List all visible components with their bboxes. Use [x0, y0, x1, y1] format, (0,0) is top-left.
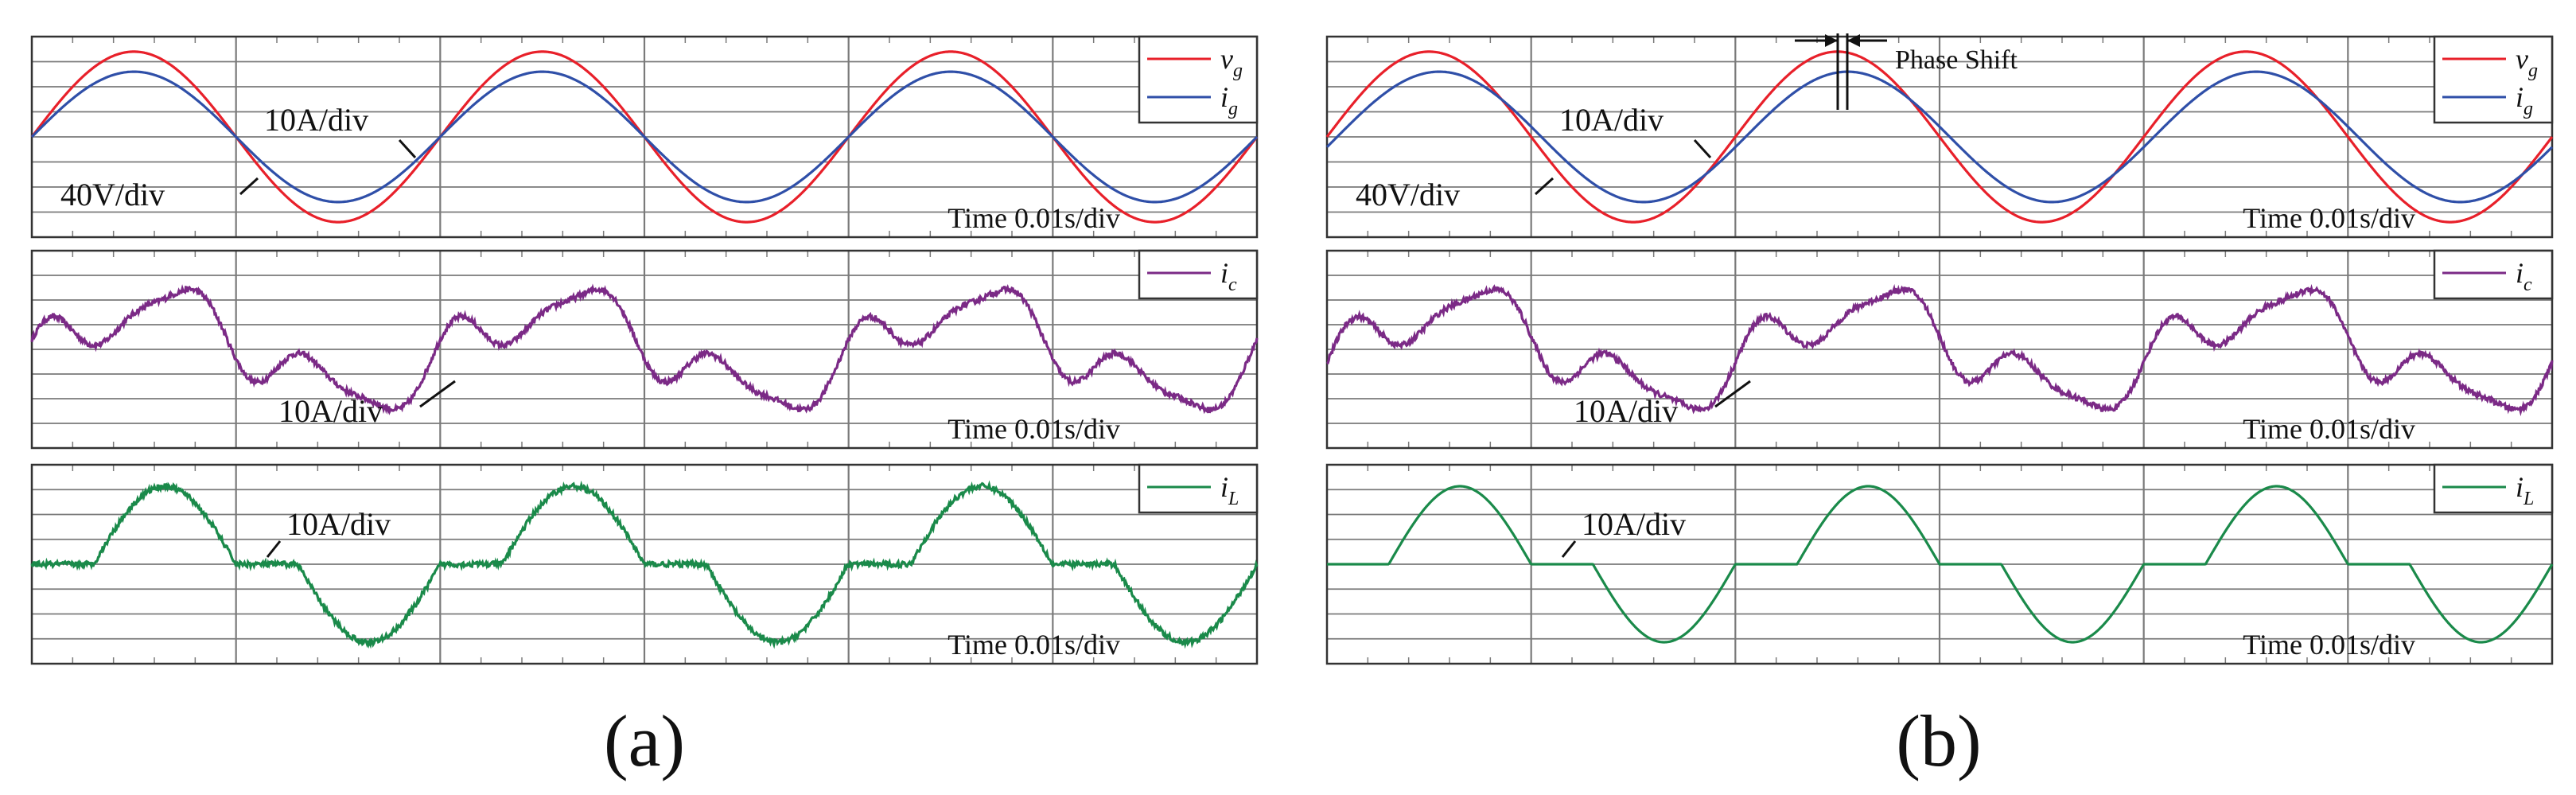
legend-box — [2433, 35, 2554, 124]
panel-a-bottom: iL Time 0.01s/div 10A/div — [30, 463, 1259, 665]
scale-labels-a-bottom: 10A/div — [266, 506, 391, 558]
leader-line — [1561, 540, 1577, 558]
phase-shift-label: Phase Shift — [1895, 45, 2018, 75]
legend-a-bottom: iL — [1138, 463, 1259, 514]
series-line-ig — [30, 70, 1259, 204]
arrow-head-icon — [1847, 34, 1860, 47]
grid-b-middle — [1326, 251, 2553, 448]
panel-a-middle: ic Time 0.01s/div 10A/div — [30, 249, 1259, 450]
legend-box — [1138, 463, 1259, 514]
series-line-iL — [1327, 485, 2554, 644]
legend-box — [2433, 463, 2554, 514]
caption-b: (b) — [1896, 700, 1981, 781]
time-scale-label: Time 0.01s/div — [948, 629, 1120, 661]
leader-line — [239, 177, 259, 196]
current-scale-label: 10A/div — [286, 506, 391, 542]
leader-line — [1714, 380, 1751, 408]
leader-line — [1534, 177, 1555, 196]
time-scale-label: Time 0.01s/div — [2243, 202, 2415, 234]
caption-a: (a) — [604, 700, 685, 781]
scale-labels-b-middle: 10A/div — [1574, 380, 1751, 429]
scale-labels-b-top: 10A/div 40V/div — [1356, 102, 1712, 212]
legend-label: vg — [1220, 43, 1243, 81]
panel-b-bottom: iL Time 0.01s/div 10A/div — [1325, 463, 2554, 665]
legend-a-middle: ic — [1138, 249, 1259, 300]
legend-label: ig — [2516, 81, 2533, 119]
legend-label: ic — [1220, 257, 1237, 295]
plot-frame — [1325, 249, 2554, 450]
time-scale-label: Time 0.01s/div — [2243, 413, 2415, 445]
series-line-ic — [30, 283, 1259, 415]
time-scale-label: Time 0.01s/div — [948, 413, 1120, 445]
plot-frame — [30, 249, 1259, 450]
time-scale-label: Time 0.01s/div — [948, 202, 1120, 234]
series-line-iL — [30, 480, 1259, 649]
arrow-head-icon — [1825, 34, 1838, 47]
scale-labels-b-bottom: 10A/div — [1561, 506, 1686, 558]
current-scale-label: 10A/div — [1559, 102, 1664, 138]
current-scale-label: 10A/div — [1582, 506, 1686, 542]
leader-line — [1693, 138, 1712, 159]
legend-label: ic — [2516, 257, 2532, 295]
leader-line — [266, 540, 282, 558]
legend-box — [1138, 249, 1259, 300]
voltage-scale-label: 40V/div — [1356, 177, 1460, 212]
leader-line — [419, 380, 456, 408]
legend-box — [2433, 249, 2554, 300]
legend-b-middle: ic — [2433, 249, 2554, 300]
panel-b-middle: ic Time 0.01s/div 10A/div — [1325, 249, 2554, 450]
legend-box — [1138, 35, 1259, 124]
legend-label: iL — [1220, 471, 1239, 509]
series-line-ig — [1325, 70, 2554, 204]
voltage-scale-label: 40V/div — [60, 177, 165, 212]
scale-labels-a-top: 10A/div 40V/div — [60, 102, 417, 212]
legend-label: vg — [2516, 43, 2538, 81]
legend-label: iL — [2516, 471, 2534, 509]
time-scale-label: Time 0.01s/div — [2243, 629, 2415, 661]
scale-labels-a-middle: 10A/div — [278, 380, 456, 429]
series-line-vg — [1325, 50, 2554, 224]
legend-b-bottom: iL — [2433, 463, 2554, 514]
phase-shift-annotation: Phase Shift — [1795, 33, 2018, 110]
leader-line — [398, 138, 417, 159]
current-scale-label: 10A/div — [278, 393, 383, 429]
current-scale-label: 10A/div — [1574, 393, 1678, 429]
grid-a-middle — [31, 251, 1258, 448]
legend-label: ig — [1220, 81, 1238, 119]
series-line-ic — [1326, 283, 2554, 417]
current-scale-label: 10A/div — [264, 102, 368, 138]
